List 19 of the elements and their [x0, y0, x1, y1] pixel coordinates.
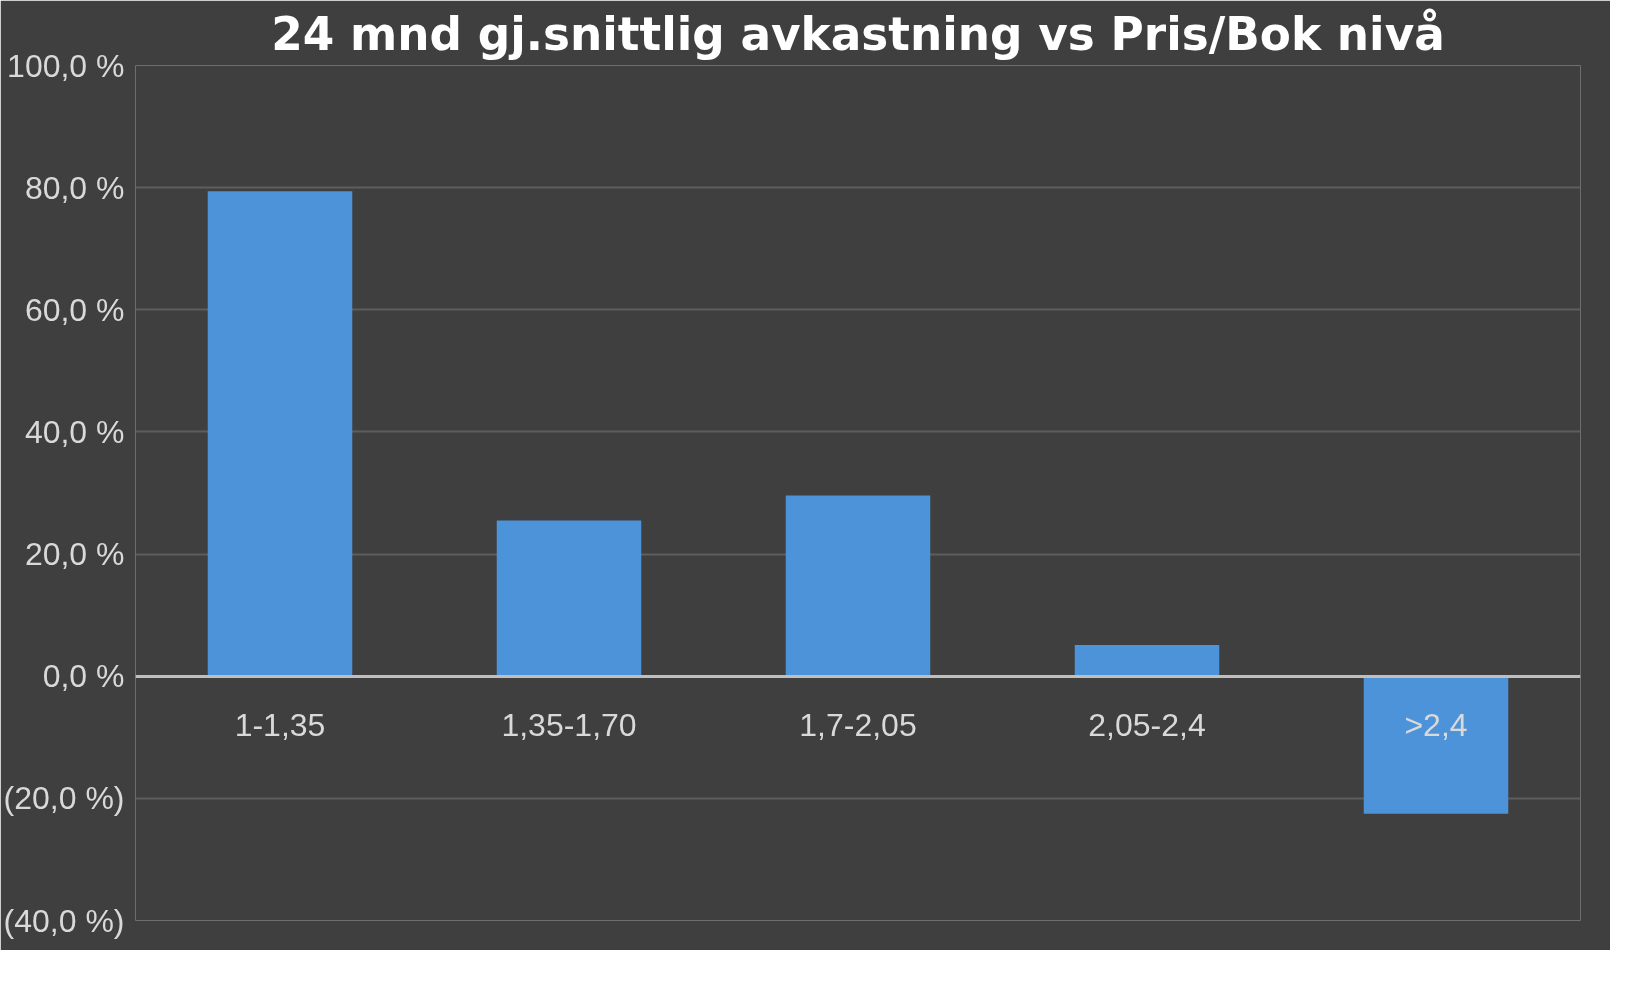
y-tick-label: 100,0 %: [7, 47, 125, 84]
x-tick-label: 2,05-2,4: [1088, 707, 1206, 744]
y-tick-label: 0,0 %: [42, 658, 125, 695]
x-tick-label: 1,7-2,05: [799, 707, 917, 744]
y-tick-label: 40,0 %: [24, 413, 125, 450]
y-tick-label: (40,0 %): [3, 902, 125, 939]
bar: [1074, 645, 1220, 677]
y-tick-label: 60,0 %: [24, 291, 125, 328]
y-tick-label: (20,0 %): [3, 780, 125, 817]
bar: [785, 495, 931, 677]
bar: [207, 191, 353, 677]
bar: [1363, 676, 1509, 814]
bar: [496, 520, 642, 677]
y-tick-label: 20,0 %: [24, 536, 125, 573]
x-tick-label: >2,4: [1404, 707, 1468, 744]
x-tick-label: 1-1,35: [234, 707, 326, 744]
chart-title: 24 mnd gj.snittlig avkastning vs Pris/Bok nivå: [271, 7, 1445, 61]
x-tick-label: 1,35-1,70: [501, 707, 637, 744]
y-tick-label: 80,0 %: [24, 169, 125, 206]
